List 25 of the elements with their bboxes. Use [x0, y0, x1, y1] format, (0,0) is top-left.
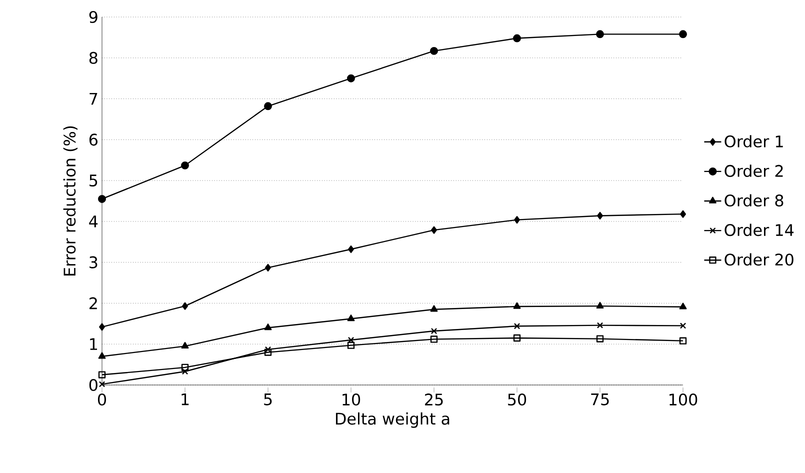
x-tick-label: 75 [591, 393, 609, 406]
x-tick-label: 50 [508, 394, 526, 406]
x-tick-label: 25 [425, 394, 443, 406]
y-tick-label: 2 [90, 297, 97, 310]
x-axis-title: Delta weight a [336, 412, 450, 428]
legend-label: Order 1 [724, 135, 783, 148]
y-tick-label: 1 [90, 338, 98, 350]
x-tick-label: 0 [98, 394, 106, 406]
x-tick-label: 100 [670, 394, 698, 406]
legend-label: Order 2 [724, 164, 783, 177]
y-tick-label: 6 [89, 134, 98, 146]
y-tick-label: 5 [90, 174, 98, 186]
y-tick-label: 9 [89, 10, 98, 24]
y-tick-label: 3 [90, 256, 98, 268]
x-tick-label: 10 [342, 394, 360, 406]
x-tick-label: 5 [264, 393, 272, 406]
y-tick-label: 8 [89, 52, 98, 64]
y-tick-label: 7 [90, 92, 98, 105]
legend-label: Order 20 [724, 253, 794, 266]
y-axis-title: Error reduction (%) [63, 126, 78, 276]
legend-label: Order 8 [724, 194, 784, 207]
x-tick-label: 1 [182, 393, 189, 406]
legend-label: Order 14 [724, 224, 794, 236]
y-tick-label: 0 [89, 378, 98, 392]
y-tick-label: 4 [89, 216, 98, 228]
